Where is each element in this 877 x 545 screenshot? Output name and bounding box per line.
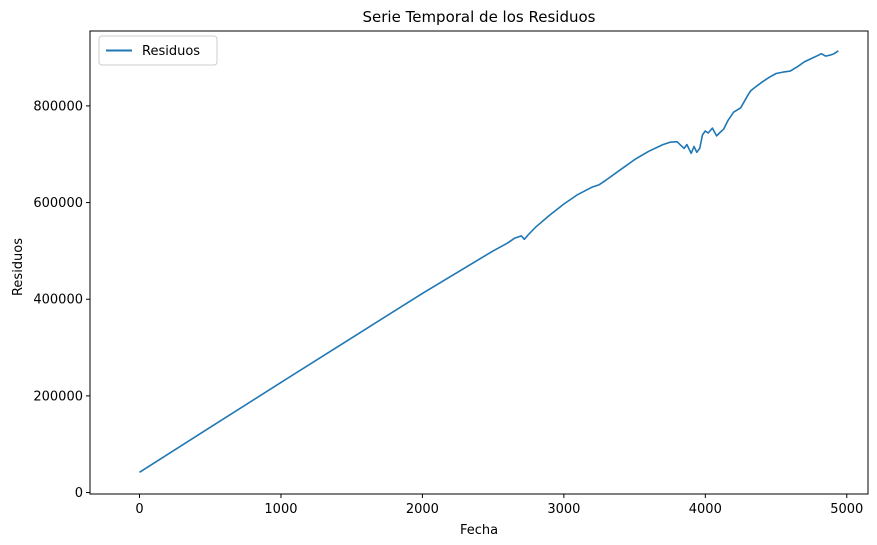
plot-frame [89, 30, 869, 495]
y-tick-label: 400000 [33, 293, 83, 308]
x-tick-label: 3000 [547, 502, 580, 517]
plot-area: 0 1000 2000 3000 4000 5000 0 200000 400000 600000… [33, 30, 869, 517]
legend-box [98, 35, 218, 66]
x-axis-label: Fecha [460, 523, 498, 538]
x-tick-label: 1000 [264, 502, 297, 517]
y-tick-label: 600000 [33, 196, 83, 211]
legend-label: Residuos [142, 44, 200, 59]
y-tick-label: 200000 [33, 389, 83, 404]
y-axis-label: Residuos [11, 238, 26, 296]
x-tick-label: 5000 [830, 502, 863, 517]
series-line-Residuos [139, 50, 839, 473]
legend: Residuos [98, 35, 218, 66]
chart-title: Serie Temporal de los Residuos [363, 8, 596, 26]
y-tick-label: 0 [75, 486, 83, 501]
x-tick-label: 4000 [689, 502, 722, 517]
x-tick-label: 0 [135, 502, 143, 517]
x-tick-label: 2000 [406, 502, 439, 517]
y-tick-label: 800000 [33, 99, 83, 114]
